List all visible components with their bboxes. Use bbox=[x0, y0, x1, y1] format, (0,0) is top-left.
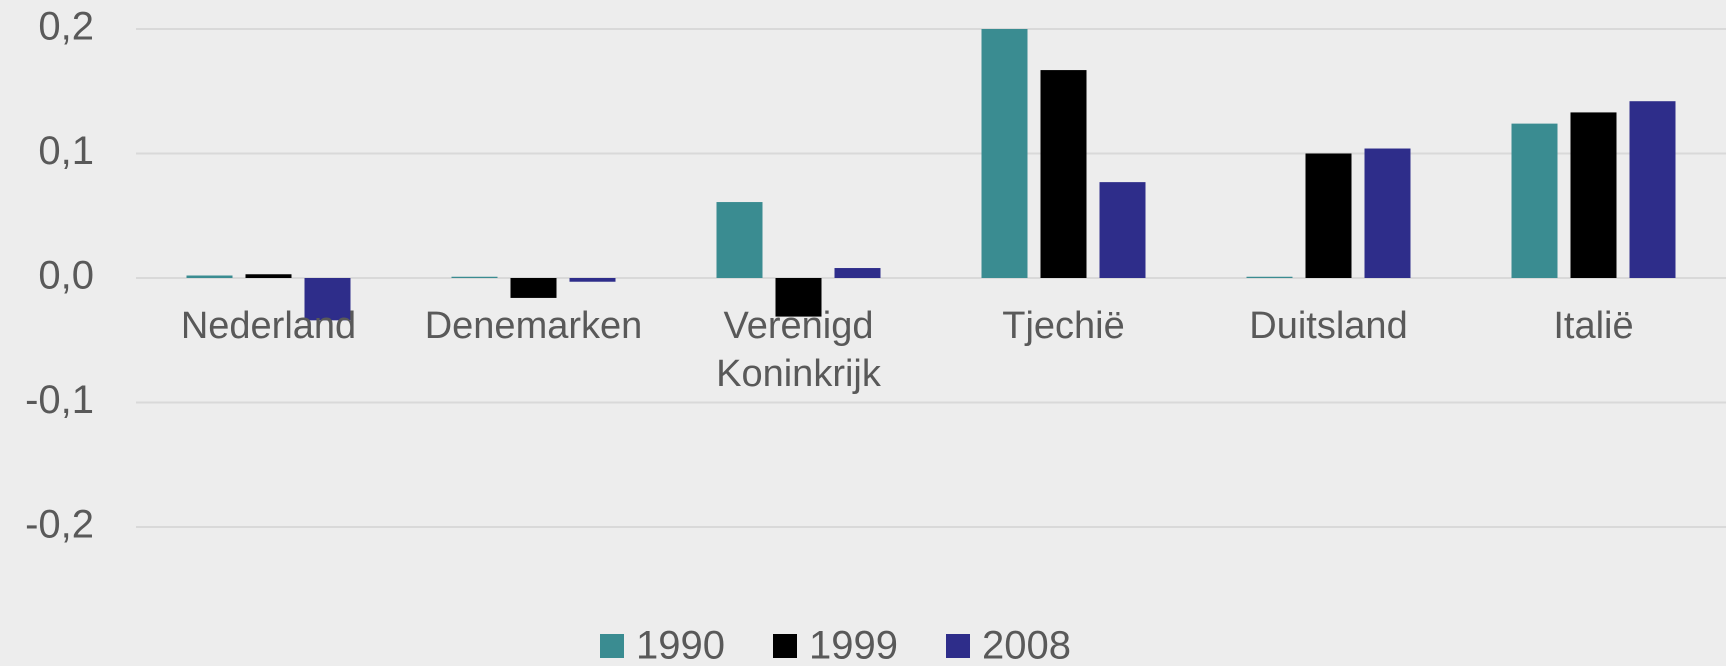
bar bbox=[569, 278, 616, 282]
y-tick-label: -0,2 bbox=[25, 503, 94, 547]
bar bbox=[1570, 112, 1617, 278]
legend-label: 2008 bbox=[982, 624, 1071, 666]
bar bbox=[1364, 148, 1411, 278]
legend-label: 1999 bbox=[809, 624, 898, 666]
bar bbox=[186, 275, 233, 278]
bar bbox=[1511, 123, 1558, 279]
legend: 1990 1999 2008 bbox=[600, 624, 1071, 666]
bar bbox=[304, 278, 351, 321]
x-tick-label: Duitsland bbox=[1249, 305, 1408, 347]
legend-swatch bbox=[946, 634, 970, 658]
legend-label: 1990 bbox=[636, 624, 725, 666]
x-tick-label: Denemarken bbox=[424, 305, 643, 347]
bar bbox=[1246, 276, 1293, 278]
bar bbox=[775, 278, 822, 317]
y-tick-label: 0,1 bbox=[38, 129, 94, 173]
bar bbox=[1040, 70, 1087, 279]
x-tick-label: Italië bbox=[1553, 305, 1634, 347]
y-tick-label: 0,2 bbox=[38, 5, 94, 49]
bar bbox=[1305, 153, 1352, 278]
x-tick-label: Tjechië bbox=[1002, 305, 1125, 347]
y-tick-label: 0,0 bbox=[38, 254, 94, 298]
bar bbox=[981, 29, 1028, 278]
bar bbox=[451, 276, 498, 278]
bar bbox=[510, 278, 557, 298]
x-tick-label: Verenigd Koninkrijk bbox=[716, 305, 881, 395]
bar bbox=[716, 202, 763, 278]
bar bbox=[1629, 101, 1676, 279]
bar bbox=[834, 268, 881, 278]
bar bbox=[1099, 182, 1146, 278]
legend-swatch bbox=[773, 634, 797, 658]
legend-swatch bbox=[600, 634, 624, 658]
x-tick-label: Nederland bbox=[180, 305, 357, 347]
bar bbox=[245, 274, 292, 278]
y-tick-label: -0,1 bbox=[25, 378, 94, 422]
